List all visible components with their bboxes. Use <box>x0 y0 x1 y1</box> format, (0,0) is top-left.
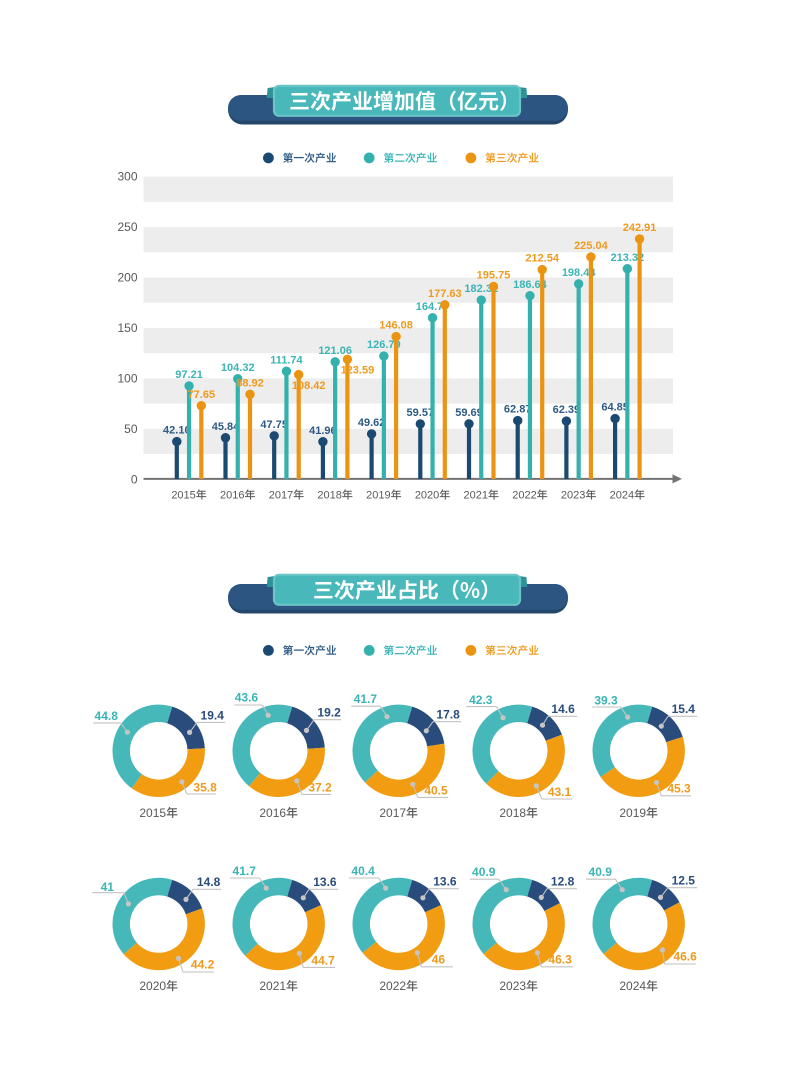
svg-text:40.9: 40.9 <box>472 865 496 879</box>
svg-text:2021: 2021 <box>259 979 286 993</box>
svg-text:2015: 2015 <box>139 806 166 820</box>
svg-text:2015: 2015 <box>171 490 195 502</box>
svg-text:186.64: 186.64 <box>513 279 548 291</box>
svg-text:225.04: 225.04 <box>574 240 609 252</box>
svg-text:2016: 2016 <box>220 490 244 502</box>
svg-text:12.8: 12.8 <box>551 874 575 888</box>
svg-text:2017: 2017 <box>269 490 293 502</box>
svg-text:14.6: 14.6 <box>551 702 575 716</box>
svg-text:200: 200 <box>117 271 137 285</box>
svg-text:2023: 2023 <box>499 979 526 993</box>
svg-text:13.6: 13.6 <box>313 875 337 889</box>
svg-text:62.39: 62.39 <box>553 404 581 416</box>
svg-text:242.91: 242.91 <box>623 222 657 234</box>
svg-text:43.6: 43.6 <box>235 691 259 705</box>
svg-text:19.2: 19.2 <box>317 706 341 720</box>
svg-text:108.42: 108.42 <box>292 380 326 392</box>
svg-text:100: 100 <box>117 371 137 385</box>
svg-text:35.8: 35.8 <box>193 780 217 794</box>
svg-text:12.5: 12.5 <box>672 874 696 888</box>
svg-text:41.96: 41.96 <box>309 425 337 437</box>
svg-text:2024: 2024 <box>619 979 646 993</box>
svg-text:300: 300 <box>117 170 137 184</box>
svg-text:2019: 2019 <box>619 806 646 820</box>
svg-text:111.74: 111.74 <box>270 354 303 366</box>
svg-text:44.8: 44.8 <box>95 709 119 723</box>
svg-text:104.32: 104.32 <box>221 362 255 374</box>
svg-text:150: 150 <box>117 321 137 335</box>
svg-text:46.3: 46.3 <box>548 953 572 967</box>
svg-text:195.75: 195.75 <box>477 270 511 282</box>
svg-text:123.59: 123.59 <box>341 365 375 377</box>
svg-text:42.10: 42.10 <box>163 425 191 437</box>
svg-text:212.54: 212.54 <box>525 253 560 265</box>
svg-text:42.3: 42.3 <box>469 693 493 707</box>
svg-text:213.32: 213.32 <box>611 252 645 264</box>
svg-text:77.65: 77.65 <box>188 389 216 401</box>
svg-text:40.4: 40.4 <box>351 864 375 878</box>
svg-text:14.8: 14.8 <box>197 875 221 889</box>
svg-text:2020: 2020 <box>415 490 439 502</box>
svg-text:46.6: 46.6 <box>673 950 697 964</box>
svg-text:146.08: 146.08 <box>379 320 413 332</box>
svg-text:121.06: 121.06 <box>318 345 352 357</box>
svg-text:47.75: 47.75 <box>260 419 288 431</box>
svg-text:13.6: 13.6 <box>433 874 457 888</box>
svg-text:2018: 2018 <box>317 490 341 502</box>
svg-text:49.62: 49.62 <box>358 417 386 429</box>
svg-text:59.57: 59.57 <box>407 407 435 419</box>
svg-text:2019: 2019 <box>366 490 390 502</box>
svg-text:0: 0 <box>131 472 138 486</box>
svg-text:19.4: 19.4 <box>201 709 225 723</box>
svg-text:2016: 2016 <box>259 806 286 820</box>
svg-text:45.3: 45.3 <box>667 782 691 796</box>
svg-text:44.2: 44.2 <box>191 958 215 972</box>
svg-text:2023: 2023 <box>561 490 585 502</box>
svg-text:62.87: 62.87 <box>504 404 532 416</box>
svg-text:41.7: 41.7 <box>233 864 257 878</box>
svg-text:41.7: 41.7 <box>354 692 378 706</box>
svg-text:2017: 2017 <box>379 806 406 820</box>
svg-text:45.84: 45.84 <box>212 421 240 433</box>
svg-text:2024: 2024 <box>610 490 634 502</box>
svg-text:39.3: 39.3 <box>594 693 618 707</box>
svg-text:50: 50 <box>124 422 138 436</box>
svg-text:177.63: 177.63 <box>428 288 462 300</box>
svg-text:2021: 2021 <box>464 490 488 502</box>
svg-text:15.4: 15.4 <box>672 702 696 716</box>
svg-text:198.44: 198.44 <box>562 267 597 279</box>
svg-text:43.1: 43.1 <box>548 785 572 799</box>
svg-text:40.5: 40.5 <box>424 783 448 797</box>
svg-text:97.21: 97.21 <box>175 369 203 381</box>
svg-text:126.79: 126.79 <box>367 339 401 351</box>
svg-text:88.92: 88.92 <box>236 377 264 389</box>
svg-text:2020: 2020 <box>139 979 166 993</box>
svg-text:46: 46 <box>432 953 446 967</box>
svg-text:2018: 2018 <box>499 806 526 820</box>
svg-text:250: 250 <box>117 220 137 234</box>
svg-text:2022: 2022 <box>379 979 406 993</box>
svg-text:59.69: 59.69 <box>455 407 483 419</box>
svg-text:44.7: 44.7 <box>311 953 335 967</box>
svg-text:17.8: 17.8 <box>436 708 460 722</box>
svg-text:41: 41 <box>101 880 115 894</box>
svg-text:2022: 2022 <box>512 490 536 502</box>
svg-text:40.9: 40.9 <box>589 865 613 879</box>
svg-text:37.2: 37.2 <box>308 780 332 794</box>
svg-text:64.85: 64.85 <box>601 402 629 414</box>
